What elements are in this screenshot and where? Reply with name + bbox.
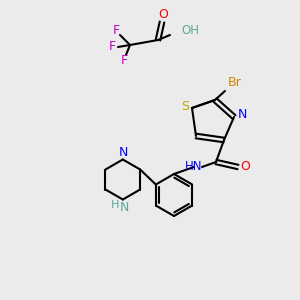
Text: F: F <box>120 53 128 67</box>
Text: S: S <box>181 100 189 112</box>
Text: H: H <box>111 200 119 211</box>
Text: Br: Br <box>228 76 242 88</box>
Text: N: N <box>237 109 247 122</box>
Text: O: O <box>240 160 250 173</box>
Text: F: F <box>108 40 116 53</box>
Text: O: O <box>158 8 168 22</box>
Text: N: N <box>119 146 128 159</box>
Text: F: F <box>112 25 120 38</box>
Text: N: N <box>120 201 130 214</box>
Text: HN: HN <box>185 160 203 173</box>
Text: OH: OH <box>181 25 199 38</box>
